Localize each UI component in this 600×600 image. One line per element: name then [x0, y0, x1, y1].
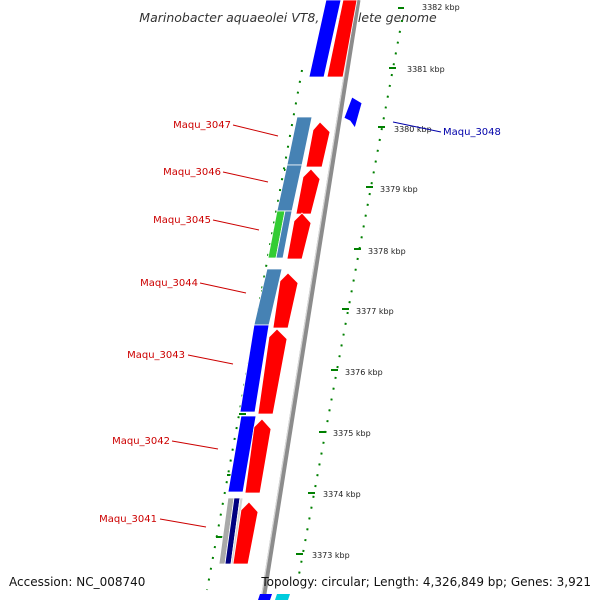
- kbp-label: 3378 kbp: [368, 247, 406, 256]
- gene-label-maqu-3041: Maqu_3041: [99, 514, 157, 525]
- leader-line-3048: [392, 121, 442, 133]
- leader-line-3042: [171, 440, 219, 450]
- accession-text: Accession: NC_008740: [9, 575, 145, 589]
- kbp-label: 3382 kbp: [422, 3, 460, 12]
- leader-line-3043: [187, 354, 234, 365]
- cds-maqu-3043: [239, 324, 270, 413]
- gene-label-maqu-3046: Maqu_3046: [163, 167, 221, 178]
- leader-line-3047: [232, 124, 279, 137]
- leader-line-3044: [199, 282, 247, 294]
- kbp-label: 3375 kbp: [333, 429, 371, 438]
- cds-maqu-3048: [343, 96, 363, 129]
- leader-lines: [159, 121, 442, 528]
- kbp-label: 3380 kbp: [394, 125, 432, 134]
- cds-reverse-top: [308, 0, 342, 78]
- gene-label-maqu-3045: Maqu_3045: [153, 215, 211, 226]
- gene-label-maqu-3048: Maqu_3048: [443, 127, 501, 138]
- cds-forward-3047: [305, 121, 331, 168]
- kbp-label: 3373 kbp: [312, 551, 350, 560]
- gene-label-maqu-3047: Maqu_3047: [173, 120, 231, 131]
- cds-cyan-bottom: [275, 594, 290, 600]
- genome-backbone-highlight: [260, 0, 357, 600]
- cds-forward-3045: [286, 212, 312, 260]
- cds-forward-3041: [232, 501, 259, 565]
- cds-forward-3042: [244, 418, 272, 494]
- kbp-label: 3374 kbp: [323, 490, 361, 499]
- cds-forward-3043: [257, 328, 288, 415]
- leader-line-3046: [222, 171, 269, 183]
- cds-forward-top: [326, 0, 358, 78]
- kbp-label: 3376 kbp: [345, 368, 383, 377]
- cds-forward-3046: [295, 168, 321, 215]
- cds-maqu-3045-blue: [275, 210, 293, 259]
- cds-forward-3044: [272, 272, 299, 329]
- cds-reverse-bottom: [258, 594, 272, 600]
- map-title: Marinobacter aquaeolei VT8, complete gen…: [139, 10, 437, 25]
- kbp-label: 3379 kbp: [380, 185, 418, 194]
- cds-maqu-3042: [227, 415, 257, 493]
- gene-label-maqu-3044: Maqu_3044: [140, 278, 198, 289]
- kbp-label: 3381 kbp: [407, 65, 445, 74]
- genome-backbone: [260, 0, 361, 600]
- gene-label-maqu-3042: Maqu_3042: [112, 436, 170, 447]
- topology-text: Topology: circular; Length: 4,326,849 bp…: [260, 575, 591, 589]
- gene-label-maqu-3043: Maqu_3043: [127, 350, 185, 361]
- leader-line-3045: [212, 219, 260, 231]
- kbp-ticks: [296, 7, 404, 555]
- kbp-label: 3377 kbp: [356, 307, 394, 316]
- leader-line-3041: [159, 518, 207, 528]
- outer-ruler-track: [297, 19, 403, 581]
